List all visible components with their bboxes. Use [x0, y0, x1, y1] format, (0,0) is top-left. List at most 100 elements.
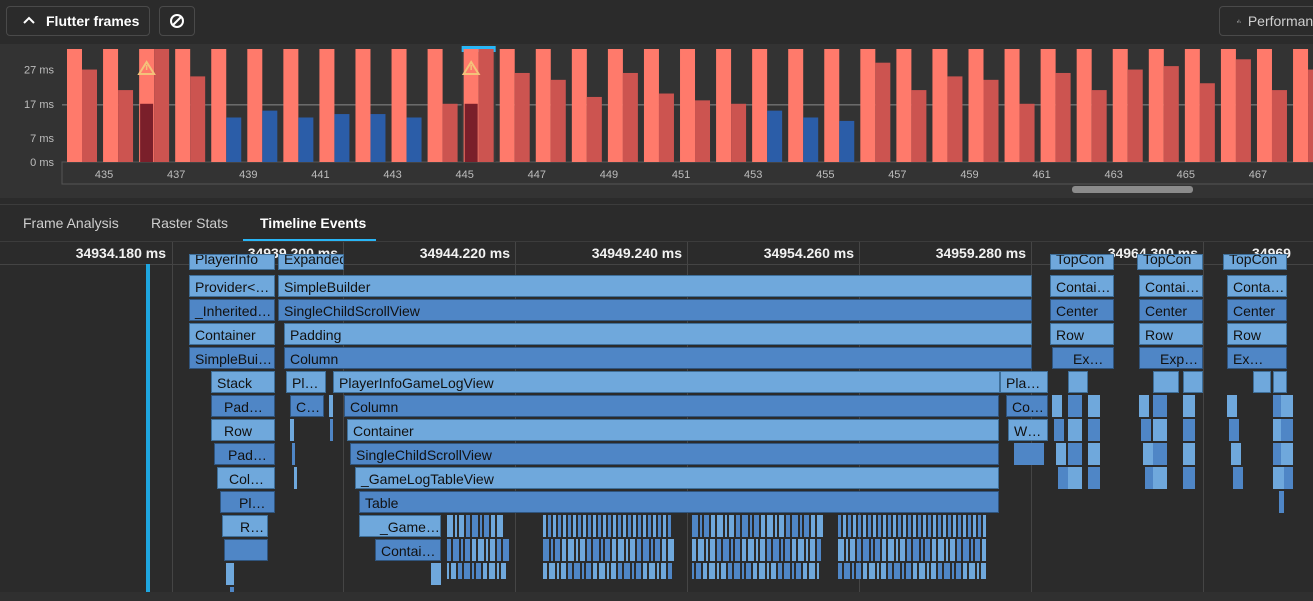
timeline-event-sliver[interactable] [792, 515, 798, 537]
timeline-event[interactable] [1273, 371, 1287, 393]
timeline-event-sliver[interactable] [1068, 395, 1082, 417]
timeline-event[interactable]: _GameLogTableView [355, 467, 999, 489]
timeline-event[interactable]: Exp… [1139, 347, 1203, 369]
timeline-event-sliver[interactable] [725, 515, 727, 537]
timeline-event-sliver[interactable] [779, 515, 784, 537]
timeline-event-sliver[interactable] [771, 563, 776, 579]
timeline-event-sliver[interactable] [698, 539, 704, 561]
timeline-event-sliver[interactable] [226, 563, 234, 585]
timeline-event-sliver[interactable] [856, 563, 861, 579]
timeline-event-sliver[interactable] [1088, 467, 1100, 489]
timeline-event-sliver[interactable] [786, 515, 790, 537]
timeline-event-sliver[interactable] [875, 539, 880, 561]
timeline-event-sliver[interactable] [717, 539, 721, 561]
timeline-event[interactable]: TopCon [1137, 254, 1203, 270]
timeline-event-sliver[interactable] [633, 515, 636, 537]
timeline-event-sliver[interactable] [648, 515, 651, 537]
timeline-event-sliver[interactable] [1153, 467, 1167, 489]
timeline-event-sliver[interactable] [1281, 419, 1293, 441]
timeline-event-sliver[interactable] [858, 515, 861, 537]
timeline-event-sliver[interactable] [598, 515, 601, 537]
timeline-event-sliver[interactable] [948, 515, 951, 537]
timeline-event-sliver[interactable] [896, 539, 898, 561]
timeline-event-sliver[interactable] [1056, 443, 1066, 465]
timeline-event-sliver[interactable] [775, 515, 777, 537]
timeline-event-sliver[interactable] [938, 563, 942, 579]
timeline-event-sliver[interactable] [551, 539, 553, 561]
timeline-event-sliver[interactable] [613, 515, 616, 537]
timeline-event-sliver[interactable] [869, 563, 875, 579]
timeline-event-sliver[interactable] [709, 563, 715, 579]
timeline-event-sliver[interactable] [943, 515, 946, 537]
timeline-event-sliver[interactable] [611, 563, 616, 579]
timeline-event-sliver[interactable] [476, 563, 481, 579]
timeline-event[interactable]: Pl… [286, 371, 326, 393]
timeline-event-sliver[interactable] [662, 539, 666, 561]
timeline-event-sliver[interactable] [871, 539, 873, 561]
timeline-event-sliver[interactable] [661, 563, 666, 579]
timeline-event-sliver[interactable] [817, 515, 823, 537]
timeline-event-sliver[interactable] [1183, 395, 1195, 417]
timeline-event-sliver[interactable] [969, 563, 975, 579]
timeline-event-sliver[interactable] [853, 515, 856, 537]
timeline-event-sliver[interactable] [704, 515, 709, 537]
timeline-event[interactable]: Ex… [1052, 347, 1114, 369]
timeline-event-sliver[interactable] [588, 515, 591, 537]
timeline-event-sliver[interactable] [466, 515, 470, 537]
timeline-event-sliver[interactable] [850, 539, 855, 561]
timeline-event-sliver[interactable] [607, 563, 609, 579]
timeline-event-sliver[interactable] [587, 539, 591, 561]
timeline-event-sliver[interactable] [637, 539, 641, 561]
clear-button[interactable] [159, 6, 195, 36]
timeline-event-sliver[interactable] [624, 563, 630, 579]
timeline-event-sliver[interactable] [1143, 443, 1153, 465]
timeline-event[interactable] [224, 539, 268, 561]
timeline-event-sliver[interactable] [692, 515, 698, 537]
timeline-event-sliver[interactable] [804, 515, 809, 537]
timeline-event[interactable]: Center [1227, 299, 1287, 321]
timeline-event-sliver[interactable] [1281, 443, 1293, 465]
timeline-event-sliver[interactable] [478, 539, 484, 561]
timeline-event-sliver[interactable] [573, 515, 576, 537]
timeline-event-sliver[interactable] [329, 395, 333, 417]
timeline-event-sliver[interactable] [767, 539, 771, 561]
timeline-event-sliver[interactable] [717, 515, 723, 537]
timeline-event-sliver[interactable] [455, 515, 457, 537]
timeline-event-sliver[interactable] [612, 539, 616, 561]
timeline-event-sliver[interactable] [925, 539, 930, 561]
timeline-event-sliver[interactable] [944, 563, 950, 579]
timeline-event-sliver[interactable] [1183, 443, 1195, 465]
timeline-event-sliver[interactable] [848, 515, 851, 537]
timeline-event-sliver[interactable] [557, 563, 559, 579]
timeline-event-sliver[interactable] [811, 515, 815, 537]
timeline-event-sliver[interactable] [1233, 467, 1243, 489]
resize-handle[interactable] [0, 592, 1313, 601]
timeline-event-sliver[interactable] [843, 515, 846, 537]
timeline-event[interactable]: PlayerInfoGameLogView [333, 371, 1000, 393]
timeline-event-sliver[interactable] [710, 539, 715, 561]
timeline-event-sliver[interactable] [451, 563, 456, 579]
timeline-event-sliver[interactable] [501, 563, 506, 579]
timeline-event-sliver[interactable] [608, 515, 611, 537]
timeline-event[interactable]: Pla… [1000, 371, 1048, 393]
timeline-event-sliver[interactable] [913, 515, 916, 537]
timeline-event-sliver[interactable] [636, 563, 641, 579]
timeline-event[interactable]: R… [222, 515, 268, 537]
timeline-event-sliver[interactable] [561, 563, 566, 579]
timeline-event-sliver[interactable] [586, 563, 591, 579]
timeline-playhead[interactable] [146, 264, 150, 601]
timeline-event-sliver[interactable] [809, 563, 815, 579]
timeline-event-sliver[interactable] [846, 539, 848, 561]
timeline-event[interactable]: Center [1139, 299, 1203, 321]
timeline-event-sliver[interactable] [933, 515, 936, 537]
timeline-event-sliver[interactable] [742, 515, 748, 537]
timeline-event[interactable]: SingleChildScrollView [278, 299, 1032, 321]
timeline-event-sliver[interactable] [568, 515, 571, 537]
timeline-event[interactable]: C… [290, 395, 324, 417]
timeline-event-sliver[interactable] [863, 563, 867, 579]
timeline-event[interactable]: Ex… [1227, 347, 1287, 369]
timeline-event-sliver[interactable] [599, 563, 605, 579]
timeline-event-sliver[interactable] [838, 539, 844, 561]
timeline-event-sliver[interactable] [593, 539, 599, 561]
timeline-event[interactable]: Row [211, 419, 275, 441]
